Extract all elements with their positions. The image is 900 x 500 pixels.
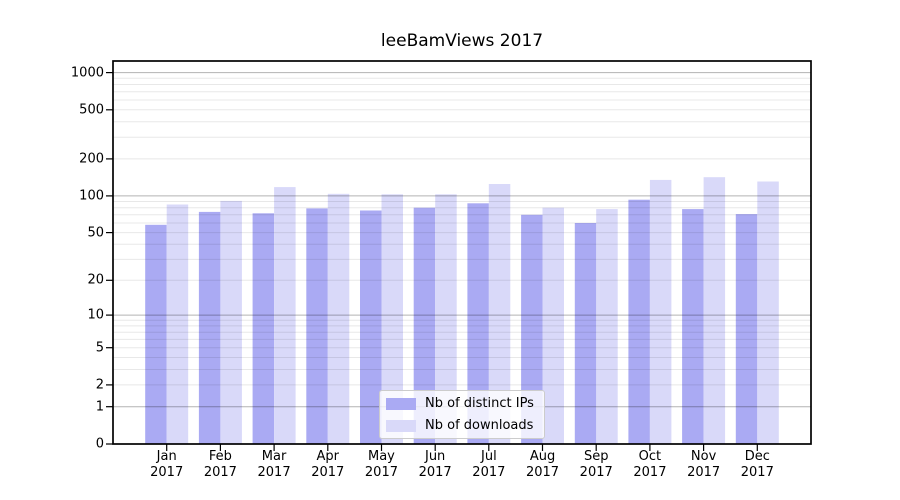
y-tick-label: 1: [95, 399, 104, 415]
x-tick-label-oct: Oct 2017: [633, 449, 666, 481]
x-tick-label-jul: Jul 2017: [472, 449, 505, 481]
x-tick-label-apr: Apr 2017: [311, 449, 344, 481]
legend-item-nb-of-distinct-ips: Nb of distinct IPs: [386, 396, 534, 411]
x-tick-month: Jan: [156, 449, 177, 464]
legend-swatch: [386, 419, 416, 432]
legend-item-nb-of-downloads: Nb of downloads: [386, 418, 534, 433]
y-tick-label: 100: [79, 188, 104, 204]
x-tick-label-aug: Aug 2017: [526, 449, 559, 481]
y-tick-label: 500: [79, 102, 104, 118]
legend-swatch: [386, 397, 416, 410]
x-tick-month: May: [368, 449, 395, 464]
bar-nb-of-downloads-jun: [435, 194, 457, 444]
y-tick-label: 5: [95, 340, 104, 356]
x-tick-month: Jun: [424, 449, 446, 464]
x-tick-month: Mar: [261, 449, 287, 464]
x-tick-month: Nov: [690, 449, 717, 464]
bar-nb-of-downloads-oct: [649, 179, 672, 444]
y-tick-label: 0: [95, 436, 104, 452]
bar-nb-of-downloads-jan: [166, 204, 189, 444]
x-tick-year: 2017: [579, 465, 613, 480]
x-tick-month: Jul: [481, 449, 497, 464]
x-tick-year: 2017: [203, 465, 237, 480]
x-tick-label-may: May 2017: [365, 449, 398, 481]
x-tick-label-mar: Mar 2017: [258, 449, 291, 481]
x-tick-month: Oct: [638, 449, 662, 464]
x-tick-month: Apr: [316, 449, 340, 464]
x-tick-label-feb: Feb 2017: [204, 449, 237, 481]
bar-nb-of-downloads-dec: [757, 181, 779, 444]
bar-nb-of-distinct-ips-aug: [521, 214, 543, 444]
x-tick-year: 2017: [311, 465, 345, 480]
bar-nb-of-downloads-may: [381, 194, 403, 444]
y-tick-label: 10: [87, 307, 104, 323]
x-tick-label-dec: Dec 2017: [741, 449, 774, 481]
y-tick-label: 1000: [70, 65, 104, 81]
y-tick-label: 2: [95, 377, 104, 393]
bar-nb-of-distinct-ips-feb: [198, 211, 221, 444]
y-tick-label: 200: [79, 151, 104, 167]
chart-title: leeBamViews 2017: [380, 31, 544, 51]
y-tick-label: 20: [87, 272, 104, 288]
bar-nb-of-distinct-ips-may: [360, 210, 382, 444]
legend-label: Nb of downloads: [425, 418, 534, 433]
bar-nb-of-distinct-ips-oct: [628, 199, 650, 444]
bar-nb-of-distinct-ips-jul: [467, 203, 489, 444]
x-tick-year: 2017: [418, 465, 452, 480]
x-tick-year: 2017: [740, 465, 774, 480]
x-tick-label-jun: Jun 2017: [419, 449, 452, 481]
x-tick-year: 2017: [525, 465, 560, 480]
x-tick-year: 2017: [633, 465, 667, 480]
legend-label: Nb of distinct IPs: [425, 396, 534, 411]
x-tick-year: 2017: [150, 465, 184, 480]
legend: Nb of distinct IPs Nb of downloads: [379, 390, 545, 439]
x-tick-month: Sep: [583, 449, 609, 464]
bar-nb-of-downloads-apr: [327, 193, 350, 444]
x-tick-year: 2017: [687, 465, 721, 480]
bar-nb-of-downloads-nov: [703, 177, 726, 444]
plot-border: [112, 60, 812, 445]
y-tick-label: 50: [87, 225, 104, 241]
bar-nb-of-distinct-ips-jan: [145, 224, 167, 444]
x-tick-label-jan: Jan 2017: [150, 449, 183, 481]
bar-nb-of-distinct-ips-sep: [574, 223, 597, 444]
x-tick-year: 2017: [364, 465, 398, 480]
x-tick-label-sep: Sep 2017: [580, 449, 613, 481]
x-tick-month: Dec: [744, 449, 770, 464]
x-tick-year: 2017: [472, 465, 506, 480]
x-tick-year: 2017: [257, 465, 291, 480]
x-tick-month: Feb: [208, 449, 232, 464]
x-tick-month: Aug: [529, 449, 556, 464]
bar-nb-of-distinct-ips-dec: [735, 214, 758, 444]
bar-nb-of-downloads-feb: [220, 200, 242, 444]
bar-nb-of-distinct-ips-mar: [252, 213, 275, 444]
bar-nb-of-downloads-jul: [488, 184, 511, 444]
x-tick-label-nov: Nov 2017: [687, 449, 720, 481]
